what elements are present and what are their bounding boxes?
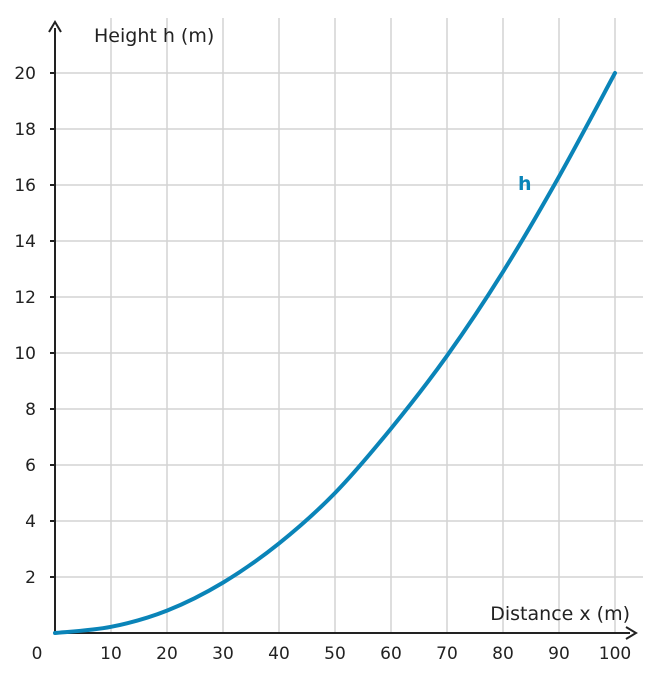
y-tick-label-2: 2 <box>25 568 36 588</box>
x-axis-arrow <box>625 626 638 640</box>
y-tick-label-4: 4 <box>25 512 36 532</box>
axes <box>48 20 638 640</box>
y-tick-label-16: 16 <box>14 176 36 196</box>
x-tick-label-50: 50 <box>324 644 346 664</box>
x-tick-label-40: 40 <box>268 644 290 664</box>
grid <box>55 18 643 633</box>
x-tick-label-80: 80 <box>492 644 514 664</box>
x-tick-label-60: 60 <box>380 644 402 664</box>
origin-label: 0 <box>32 644 43 664</box>
y-tick-label-10: 10 <box>14 344 36 364</box>
y-tick-label-6: 6 <box>25 456 36 476</box>
x-tick-label-10: 10 <box>100 644 122 664</box>
series-label-h: h <box>518 173 532 195</box>
x-tick-label-90: 90 <box>548 644 570 664</box>
series-line-h <box>53 71 617 635</box>
y-axis-title: Height h (m) <box>94 25 214 47</box>
y-tick-label-20: 20 <box>14 64 36 84</box>
y-axis-arrow <box>48 20 62 33</box>
x-tick-label-20: 20 <box>156 644 178 664</box>
series-group <box>53 71 617 635</box>
y-tick-label-18: 18 <box>14 120 36 140</box>
x-tick-labels: 10 20 30 40 50 60 70 80 90 100 <box>100 644 631 664</box>
x-tick-label-70: 70 <box>436 644 458 664</box>
x-axis-title: Distance x (m) <box>490 603 630 625</box>
y-tick-label-14: 14 <box>14 232 36 252</box>
y-tick-labels: 2 4 6 8 10 12 14 16 18 20 <box>14 64 55 588</box>
y-tick-label-8: 8 <box>25 400 36 420</box>
x-tick-label-30: 30 <box>212 644 234 664</box>
y-tick-label-12: 12 <box>14 288 36 308</box>
x-tick-label-100: 100 <box>599 644 631 664</box>
